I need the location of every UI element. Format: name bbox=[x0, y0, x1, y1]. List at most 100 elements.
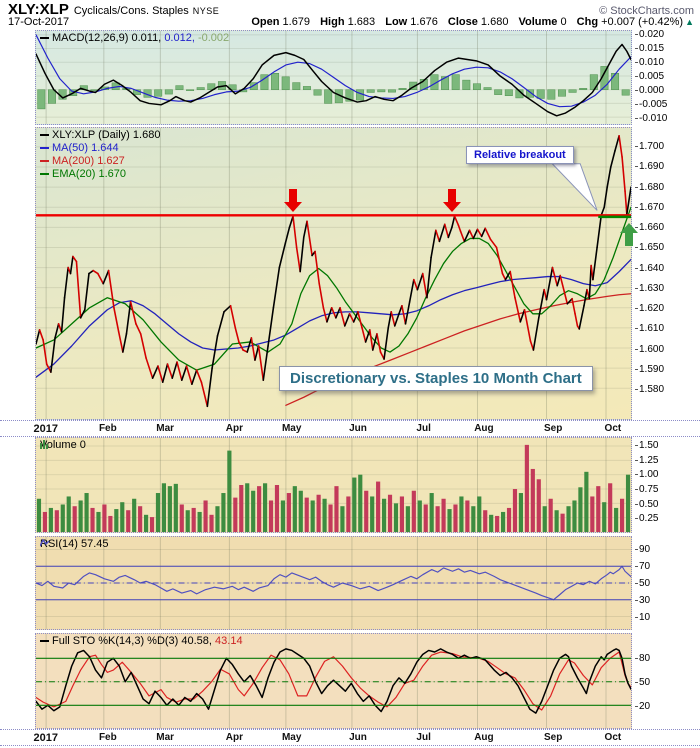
y-axis-tick-label: 0.005 bbox=[634, 70, 665, 82]
volume-value: 0 bbox=[560, 16, 567, 28]
stochastics-panel: Full STO %K(14,3) %D(3) 40.58, 43.14 bbox=[35, 633, 632, 729]
ema20-swatch-icon bbox=[40, 173, 49, 176]
y-axis-tick-label: 1.650 bbox=[634, 242, 665, 254]
rsi-panel: RSI(14) 57.45 bbox=[35, 536, 632, 630]
volume-plot bbox=[36, 438, 631, 532]
green-up-arrow-icon bbox=[619, 223, 638, 246]
y-axis-tick-label: 90 bbox=[634, 543, 651, 555]
x-axis-month-label: Mar bbox=[156, 732, 175, 743]
quote-summary: Open 1.679 High 1.683 Low 1.676 Close 1.… bbox=[244, 16, 694, 28]
volume-legend-label: Volume 0 bbox=[40, 439, 86, 451]
symbol-description: Cyclicals/Cons. Staples bbox=[73, 5, 189, 17]
chg-up-triangle-icon: ▲ bbox=[685, 17, 694, 27]
ma200-swatch-icon bbox=[40, 160, 49, 163]
x-axis-month-label: May bbox=[281, 732, 302, 743]
red-down-arrow-icon bbox=[283, 189, 302, 212]
price-legend-label: XLY:XLP (Daily) 1.680 bbox=[52, 129, 161, 141]
rsi-plot bbox=[36, 537, 631, 629]
y-axis-tick-label: 1.660 bbox=[634, 222, 665, 234]
y-axis-tick-label: 0.010 bbox=[634, 56, 665, 68]
rsi-legend: RSI(14) 57.45 bbox=[40, 538, 108, 551]
chart-date: 17-Oct-2017 bbox=[8, 16, 70, 28]
low-value: 1.676 bbox=[410, 16, 438, 28]
chart-header: XLY:XLP Cyclicals/Cons. Staples NYSE © Sto… bbox=[0, 0, 700, 30]
y-axis-tick-label: -0.010 bbox=[634, 112, 668, 124]
macd-legend: MACD(12,26,9) 0.011, 0.012, -0.002 bbox=[40, 32, 229, 45]
y-axis-tick-label: 1.600 bbox=[634, 343, 665, 355]
relative-breakout-callout: Relative breakout bbox=[466, 146, 574, 164]
macd-y-axis: 0.020 0.015 0.010 0.005 0.000 -0.005 -0.010 bbox=[634, 28, 700, 125]
x-axis-month-label: Jul bbox=[416, 732, 431, 743]
y-axis-tick-label: 10 bbox=[634, 612, 651, 624]
open-label: Open bbox=[251, 16, 280, 28]
price-panel: XLY:XLP (Daily) 1.680 MA(50) 1.644 MA(20… bbox=[35, 127, 638, 420]
x-axis-month-label: 2017 bbox=[33, 732, 58, 744]
y-axis-tick-label: 1.580 bbox=[634, 384, 665, 396]
stochastics-plot bbox=[36, 634, 631, 728]
y-axis-tick-label: 0.020 bbox=[634, 28, 665, 40]
sto-legend-name: Full STO %K(14,3) %D(3) 40.58, bbox=[52, 635, 212, 647]
chart-caption-box: Discretionary vs. Staples 10 Month Chart bbox=[279, 366, 593, 391]
x-axis-months-top: 2017 Feb Mar Apr May Jun Jul Aug Sep Oct bbox=[0, 420, 700, 437]
macd-line-swatch-icon bbox=[40, 37, 49, 40]
x-axis-month-label: Jun bbox=[349, 423, 367, 434]
y-axis-tick-label: 30 bbox=[634, 595, 651, 607]
volume-legend: Volume 0 bbox=[40, 439, 86, 452]
y-axis-tick-label: 20 bbox=[634, 700, 651, 712]
macd-legend-name: MACD(12,26,9) 0.011, bbox=[52, 32, 162, 44]
macd-signal-value: 0.012, bbox=[164, 32, 195, 44]
ma50-legend-label: MA(50) 1.644 bbox=[52, 142, 119, 154]
copyright: © StockCharts.com bbox=[599, 5, 694, 17]
y-axis-tick-label: 1.640 bbox=[634, 262, 665, 274]
x-axis-month-label: Aug bbox=[474, 423, 494, 434]
y-axis-tick-label: 50 bbox=[634, 578, 651, 589]
exchange: NYSE bbox=[192, 6, 220, 16]
x-axis-month-label: Sep bbox=[544, 732, 563, 743]
x-axis-month-label: Mar bbox=[156, 423, 175, 434]
close-value: 1.680 bbox=[480, 16, 509, 28]
y-axis-tick-label: 1.700 bbox=[634, 141, 665, 153]
symbol: XLY:XLP bbox=[8, 1, 69, 18]
y-axis-tick-label: 0.50 bbox=[634, 498, 659, 510]
y-axis-tick-label: 1.620 bbox=[634, 303, 665, 315]
y-axis-tick-label: 1.00 bbox=[634, 469, 659, 481]
volume-bars-icon bbox=[40, 440, 48, 449]
y-axis-tick-label: 0.25 bbox=[634, 513, 659, 525]
sto-y-axis: 80 50 20 bbox=[634, 633, 700, 729]
sto-legend: Full STO %K(14,3) %D(3) 40.58, 43.14 bbox=[40, 635, 243, 648]
y-axis-tick-label: 1.690 bbox=[634, 161, 665, 173]
ema20-legend-label: EMA(20) 1.670 bbox=[52, 168, 126, 180]
price-legend: XLY:XLP (Daily) 1.680 MA(50) 1.644 MA(20… bbox=[40, 129, 160, 181]
price-swatch-icon bbox=[40, 134, 49, 137]
symbol-title-group: XLY:XLP Cyclicals/Cons. Staples NYSE bbox=[8, 1, 219, 19]
y-axis-tick-label: 0.75 bbox=[634, 484, 659, 496]
x-axis-month-label: Oct bbox=[604, 732, 622, 743]
x-axis-month-label: Apr bbox=[225, 423, 244, 434]
y-axis-tick-label: 0.000 bbox=[634, 84, 665, 96]
y-axis-tick-label: 1.610 bbox=[634, 323, 665, 335]
volume-y-axis: 1.50 1.25 1.00 0.75 0.50 0.25 bbox=[634, 437, 700, 533]
price-y-axis: 1.700 1.690 1.680 1.670 1.660 1.650 1.640 1.630… bbox=[634, 127, 700, 420]
red-down-arrow-icon bbox=[443, 189, 462, 212]
macd-plot bbox=[36, 31, 631, 124]
open-value: 1.679 bbox=[282, 16, 311, 28]
x-axis-month-label: Feb bbox=[98, 423, 117, 434]
x-axis-month-label: Apr bbox=[225, 732, 244, 743]
x-axis-month-label: Feb bbox=[98, 732, 117, 743]
rsi-legend-label: RSI(14) 57.45 bbox=[40, 538, 109, 550]
x-axis-months-bottom: 2017 Feb Mar Apr May Jun Jul Aug Sep Oct bbox=[0, 729, 700, 746]
x-axis-month-label: May bbox=[281, 423, 302, 434]
y-axis-tick-label: 1.630 bbox=[634, 282, 665, 294]
y-axis-tick-label: 0.015 bbox=[634, 42, 665, 54]
low-label: Low bbox=[385, 16, 408, 28]
x-axis-month-label: Jun bbox=[349, 732, 367, 743]
ma50-swatch-icon bbox=[40, 147, 49, 150]
x-axis-month-label: Sep bbox=[544, 423, 563, 434]
rsi-line-icon bbox=[40, 538, 50, 547]
sto-k-swatch-icon bbox=[40, 640, 49, 643]
y-axis-tick-label: 1.680 bbox=[634, 181, 665, 193]
x-axis-month-label: 2017 bbox=[33, 423, 58, 435]
rsi-y-axis: 90 70 50 30 10 bbox=[634, 536, 700, 630]
volume-panel: Volume 0 bbox=[35, 437, 632, 533]
